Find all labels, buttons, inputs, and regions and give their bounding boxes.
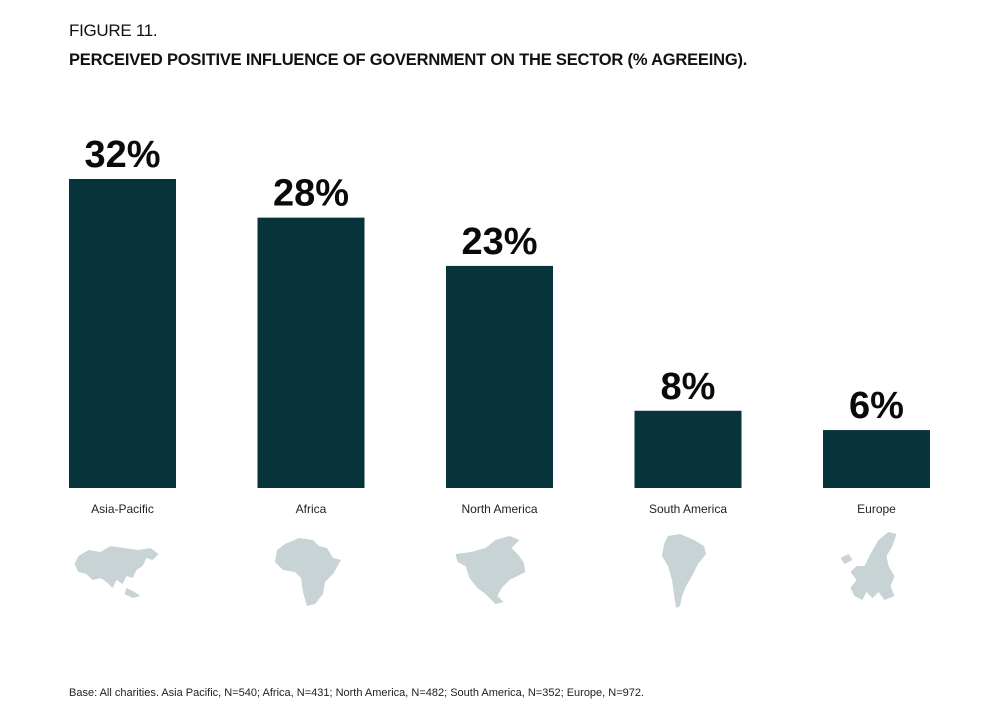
figure-number: FIGURE 11. [69, 21, 158, 40]
bar-north-america [446, 265, 553, 488]
value-label: 8% [661, 366, 716, 408]
category-label: Europe [857, 502, 896, 516]
value-label: 32% [84, 134, 160, 176]
base-footnote: Base: All charities. Asia Pacific, N=540… [69, 687, 645, 699]
north-america-map-icon [455, 536, 526, 604]
africa-map-icon [275, 538, 341, 606]
bar-africa [257, 217, 365, 488]
south-america-map-icon [662, 534, 706, 608]
asia-pacific-map-icon [74, 546, 159, 598]
category-label: Africa [296, 502, 327, 516]
value-label: 23% [461, 221, 537, 263]
bar-asia-pacific [69, 179, 176, 488]
bar-chart: 32% Asia-Pacific 28% Africa 23% North America… [69, 134, 930, 608]
category-label: Asia-Pacific [91, 502, 154, 516]
chart-title: PERCEIVED POSITIVE INFLUENCE OF GOVERNME… [69, 51, 748, 69]
category-label: South America [649, 502, 727, 516]
value-label: 28% [273, 173, 349, 215]
bar-europe [823, 430, 930, 488]
category-label: North America [461, 502, 537, 516]
value-label: 6% [849, 385, 904, 427]
bar-south-america [634, 410, 742, 488]
europe-map-icon [840, 532, 897, 600]
